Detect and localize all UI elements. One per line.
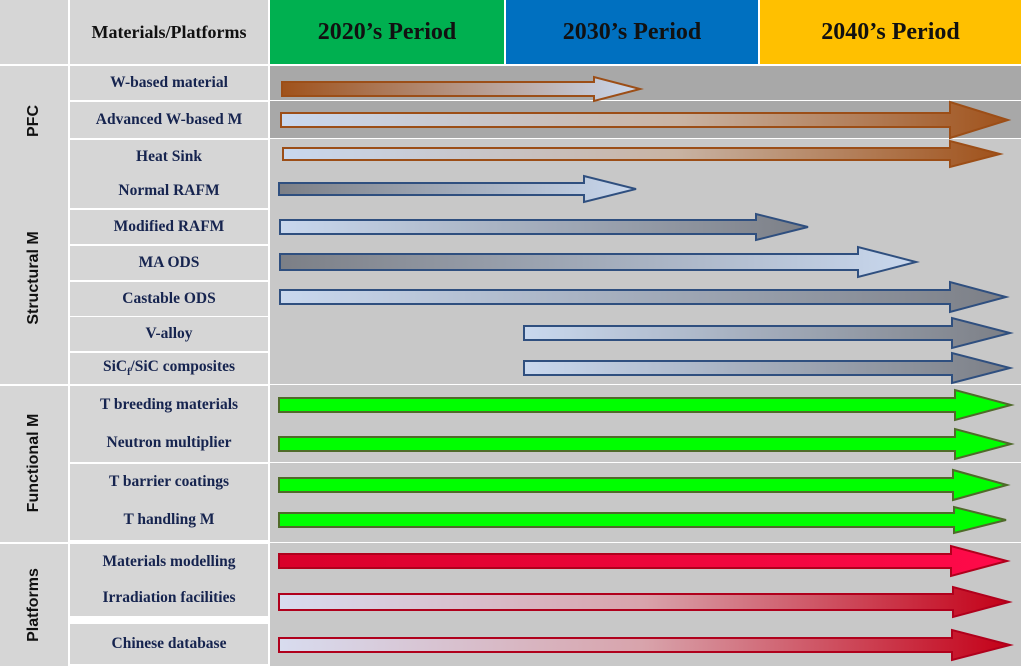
row-label-advanced-w-based-m: Advanced W-based M — [70, 102, 268, 138]
row-separator — [68, 280, 270, 281]
timeline-arrow-irradiation-facilities — [278, 585, 1013, 619]
row-separator — [68, 138, 1021, 139]
row-label-w-based-material: W-based material — [70, 66, 268, 100]
timeline-arrow-chinese-database — [278, 628, 1014, 662]
row-separator — [68, 351, 270, 352]
header-materials-label: Materials/Platforms — [70, 0, 268, 64]
group-separator — [0, 384, 1021, 385]
row-label-ma-ods: MA ODS — [70, 246, 268, 280]
row-label-v-alloy: V-alloy — [70, 317, 268, 351]
row-label-castable-ods: Castable ODS — [70, 282, 268, 316]
period-2030s: 2030’s Period — [506, 0, 758, 64]
timeline-arrow-t-handling-m — [278, 505, 1007, 535]
timeline-arrow-heat-sink — [282, 139, 1004, 169]
row-label-materials-modelling: Materials modelling — [70, 544, 268, 580]
timeline-arrow-neutron-multiplier — [278, 427, 1015, 461]
row-label-heat-sink: Heat Sink — [70, 140, 268, 174]
row-label-t-barrier-coatings: T barrier coatings — [70, 464, 268, 500]
row-separator — [68, 316, 270, 317]
timeline-arrow-normal-rafm — [278, 174, 637, 204]
group-cell-platforms — [0, 544, 68, 666]
timeline-arrow-t-breeding-materials — [278, 388, 1015, 422]
timeline-arrow-sicf-sic-composites — [523, 351, 1014, 385]
timeline-arrow-ma-ods — [279, 245, 920, 279]
row-label-modified-rafm: Modified RAFM — [70, 210, 268, 244]
period-2020s: 2020’s Period — [270, 0, 504, 64]
timeline-arrow-w-based-material — [281, 75, 644, 103]
period-2040s: 2040’s Period — [760, 0, 1021, 64]
row-label-t-handling-m: T handling M — [70, 500, 268, 540]
timeline-arrow-advanced-w-based-m — [280, 100, 1012, 140]
group-cell-structural — [0, 138, 68, 384]
row-label-chinese-database: Chinese database — [70, 624, 268, 664]
group-cell-functional — [0, 386, 68, 542]
timeline-arrow-t-barrier-coatings — [278, 468, 1011, 502]
row-separator — [68, 462, 1021, 463]
header-corner — [0, 0, 68, 64]
row-separator — [68, 244, 270, 245]
timeline-arrow-modified-rafm — [279, 212, 809, 242]
row-label-t-breeding-materials: T breeding materials — [70, 386, 268, 424]
row-label-sic-composites: SiCf/SiC composites — [70, 353, 268, 384]
row-label-neutron-multiplier: Neutron multiplier — [70, 424, 268, 462]
group-separator — [0, 542, 1021, 543]
timeline-arrow-v-alloy — [523, 316, 1014, 350]
row-separator — [68, 100, 1021, 101]
row-separator — [68, 622, 270, 623]
timeline-arrow-castable-ods — [279, 280, 1010, 314]
row-label-normal-rafm: Normal RAFM — [70, 174, 268, 208]
row-separator — [68, 208, 270, 209]
timeline-arrow-materials-modelling — [278, 544, 1011, 578]
row-label-irradiation-facilities: Irradiation facilities — [70, 580, 268, 616]
